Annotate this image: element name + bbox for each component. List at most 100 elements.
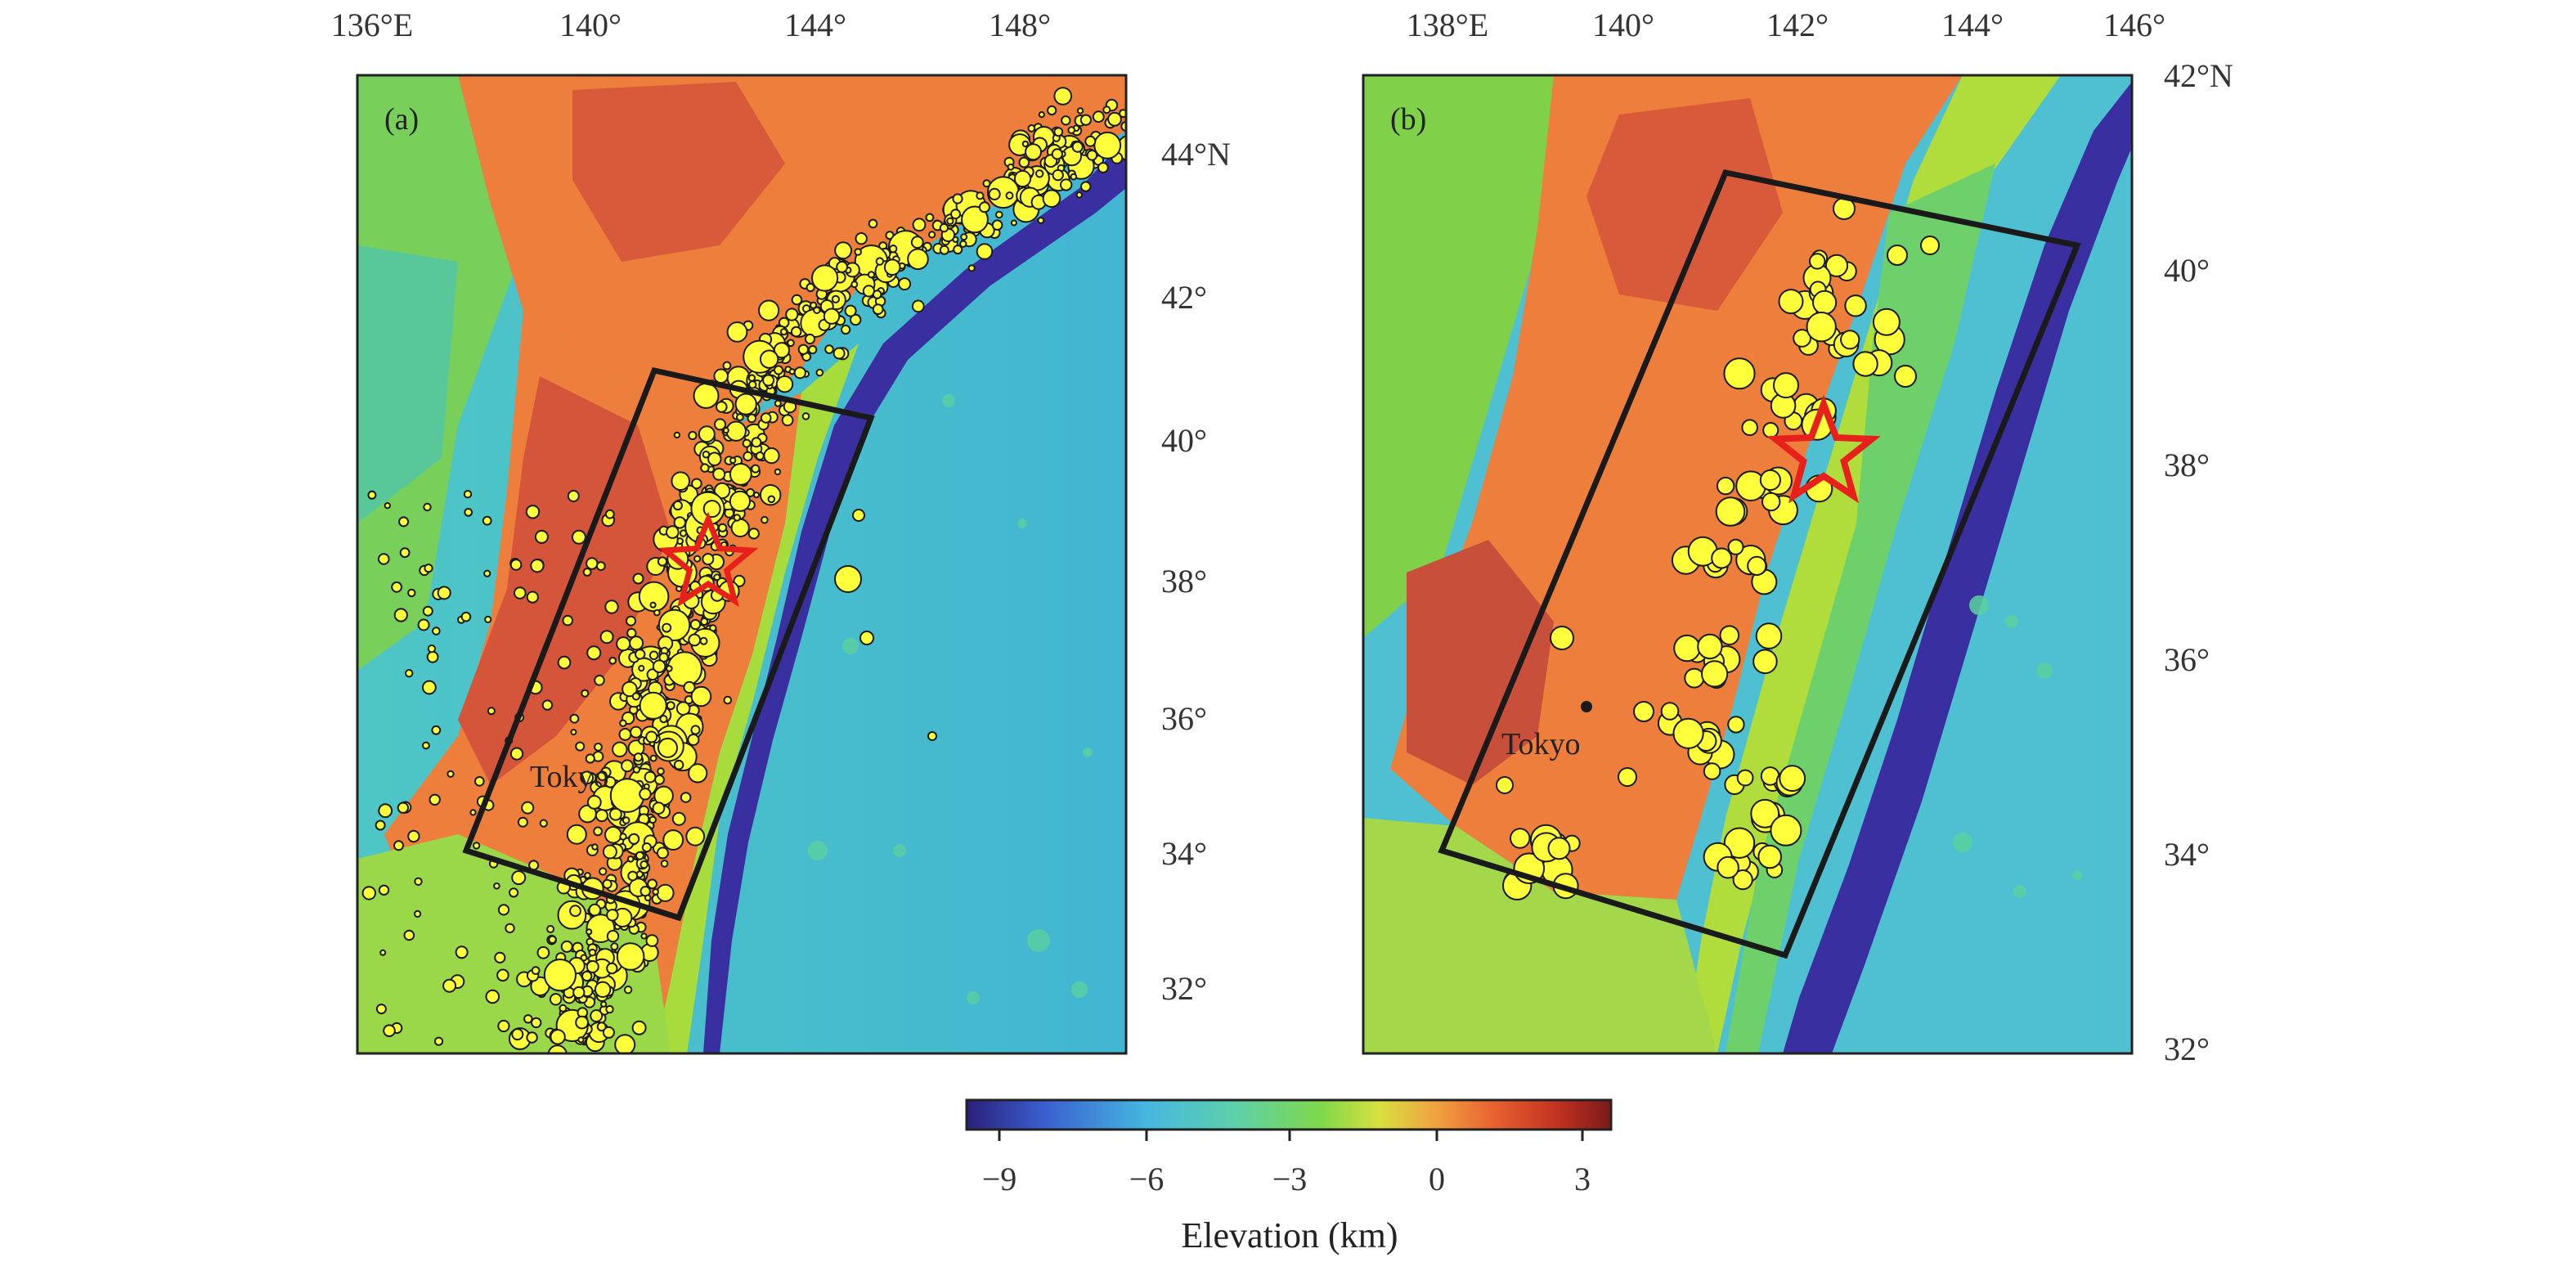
earthquake-marker [1715,496,1746,527]
earthquake-marker [594,743,603,752]
earthquake-marker [1092,110,1105,124]
western-shelf [1363,75,1554,638]
earthquake-marker [1010,219,1017,227]
earthquake-marker [774,399,782,407]
earthquake-marker [640,860,648,869]
earthquake-marker [1547,837,1571,860]
earthquake-marker [698,425,716,443]
earthquake-marker [1119,109,1126,119]
earthquake-marker [649,601,657,609]
earthquake-marker [569,713,580,724]
colorbar-tick-label: 3 [1574,1161,1591,1197]
earthquake-marker [414,909,422,918]
lon-ticks-b: 138°E 140° 142° 144° 146° [1407,7,2165,43]
earthquake-marker [761,515,769,524]
earthquake-marker [1075,191,1084,199]
earthquake-marker [751,437,762,448]
earthquake-marker [693,555,702,563]
panel-label-b: (b) [1390,102,1426,137]
earthquake-marker [1660,702,1680,721]
earthquake-marker [550,1029,566,1045]
earthquake-marker [546,925,555,933]
earthquake-marker [580,770,595,785]
earthquake-marker [378,884,390,896]
earthquake-marker [604,509,615,519]
earthquake-marker [606,929,620,943]
earthquake-marker [641,842,653,853]
earthquake-marker [687,734,700,746]
earthquake-marker [384,502,391,510]
honshu-mountains [458,376,671,785]
earthquake-marker [1013,169,1032,188]
earthquake-marker [600,1000,608,1008]
earthquake-marker [976,191,985,200]
earthquake-marker [912,218,927,232]
earthquake-marker [649,754,657,762]
earthquake-marker [1038,111,1045,119]
earthquake-marker [755,451,765,460]
earthquake-marker [747,413,757,424]
earthquake-marker [662,622,672,633]
earthquake-marker [633,752,644,762]
earthquake-marker [619,719,627,727]
earthquake-marker [1770,814,1802,847]
earthquake-marker [570,729,577,736]
earthquake-marker [662,829,684,851]
earthquake-marker [464,508,473,517]
earthquake-marker [831,294,841,303]
earthquake-marker [543,959,577,992]
earthquake-marker [1723,357,1756,390]
earthquake-marker [405,669,414,678]
earthquake-marker [925,213,935,222]
earthquake-marker [442,978,457,993]
earthquake-marker [1070,173,1078,181]
earthquake-marker [722,361,732,371]
earthquake-marker [763,447,780,465]
earthquake-marker [1067,126,1075,134]
continental-slope [654,344,859,1053]
earthquake-marker [982,179,991,188]
earthquake-marker [548,935,557,945]
earthquake-marker [759,349,779,369]
earthquake-marker [378,803,393,819]
earthquake-marker [585,753,595,764]
earthquake-marker [1752,649,1778,675]
earthquake-marker [946,217,954,225]
earthquake-marker [1633,701,1654,722]
earthquake-marker [646,668,659,681]
earthquake-marker [967,264,976,272]
earthquake-marker [852,509,865,522]
earthquake-marker [1806,312,1837,343]
earthquake-marker [907,248,929,271]
earthquake-marker [653,609,661,617]
earthquake-marker [645,730,658,743]
lat-tick-label: 36° [2164,641,2210,678]
earthquake-marker [991,219,1003,231]
earthquake-marker [433,1036,444,1046]
earthquake-marker [432,627,441,635]
earthquake-marker [730,518,750,538]
earthquake-marker [713,573,721,582]
earthquake-marker [1042,189,1061,209]
earthquake-marker [748,380,757,389]
colorbar-tick-label: −9 [982,1161,1017,1197]
earthquake-marker [693,382,720,409]
earthquake-marker [657,609,691,641]
earthquake-marker [604,776,617,788]
earthquake-marker [722,427,729,434]
earthquake-marker [729,490,752,512]
earthquake-marker [621,759,634,773]
earthquake-marker [781,414,794,427]
earthquake-marker [1005,191,1014,200]
earthquake-marker [630,725,643,739]
earthquake-marker [559,1004,568,1013]
earthquake-marker [939,245,949,255]
continental-slope [1685,75,2061,1053]
earthquake-marker [872,303,884,316]
earthquake-marker [729,456,737,464]
earthquake-marker [629,635,644,651]
earthquake-marker [497,1019,510,1033]
earthquake-marker [767,495,776,504]
earthquake-marker [854,248,862,256]
earthquake-marker [474,776,485,787]
